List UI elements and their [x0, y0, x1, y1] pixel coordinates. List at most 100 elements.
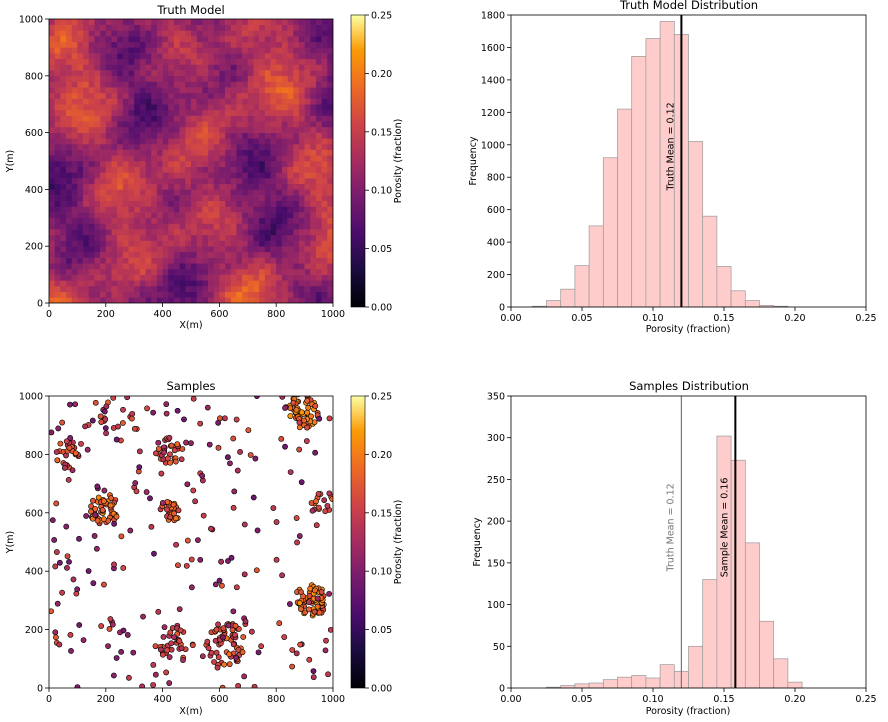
heatmap-cell [270, 223, 277, 230]
heatmap-cell [49, 98, 55, 105]
heatmap-cell [94, 178, 101, 185]
heatmap-cell [94, 121, 101, 128]
heatmap-cell [122, 98, 129, 105]
histogram-bar [574, 265, 590, 308]
heatmap-cell [321, 274, 328, 281]
heatmap-cell [219, 41, 226, 48]
heatmap-cell [236, 149, 243, 156]
sample-point [305, 599, 312, 606]
truth-model-title: Truth Model [156, 3, 224, 17]
heatmap-cell [196, 297, 203, 303]
heatmap-cell [179, 200, 186, 207]
heatmap-cell [77, 274, 84, 281]
heatmap-cell [202, 24, 209, 31]
histogram-bar [546, 300, 562, 308]
heatmap-cell [128, 189, 135, 196]
heatmap-cell [49, 234, 55, 241]
heatmap-cell [122, 64, 129, 71]
heatmap-cell [293, 200, 300, 207]
heatmap-cell [213, 166, 220, 173]
heatmap-cell [208, 274, 215, 281]
heatmap-cell [208, 263, 215, 270]
heatmap-cell [247, 121, 254, 128]
heatmap-cell [151, 115, 158, 122]
heatmap-cell [276, 121, 283, 128]
heatmap-cell [219, 212, 226, 219]
heatmap-cell [242, 36, 249, 43]
heatmap-cell [168, 81, 175, 88]
heatmap-cell [310, 297, 317, 303]
heatmap-cell [208, 166, 215, 173]
heatmap-cell [54, 251, 61, 258]
heatmap-cell [60, 280, 67, 287]
heatmap-cell [71, 36, 78, 43]
sample-point [102, 416, 109, 423]
heatmap-cell [196, 263, 203, 270]
heatmap-cell [83, 87, 90, 94]
sample-point [176, 606, 183, 613]
heatmap-cell [100, 234, 107, 241]
heatmap-cell [191, 24, 197, 31]
heatmap-cell [88, 36, 95, 43]
heatmap-cell [134, 149, 141, 156]
sample-point [241, 673, 248, 680]
heatmap-cell [83, 257, 90, 264]
heatmap-cell [88, 285, 95, 292]
x-tick-label: 600 [210, 694, 228, 705]
heatmap-cell [213, 274, 220, 281]
heatmap-cell [264, 268, 271, 275]
x-tick-label: 0.25 [855, 313, 876, 324]
heatmap-cell [66, 70, 73, 77]
heatmap-cell [66, 212, 73, 219]
heatmap-cell [94, 229, 101, 236]
heatmap-cell [185, 172, 192, 179]
heatmap-cell [145, 155, 152, 162]
heatmap-cell [213, 189, 220, 196]
heatmap-cell [247, 229, 254, 236]
sample-point [53, 449, 60, 455]
heatmap-cell [287, 47, 294, 54]
heatmap-cell [208, 81, 215, 88]
heatmap-cell [242, 268, 249, 275]
heatmap-cell [49, 285, 55, 292]
heatmap-cell [219, 161, 226, 167]
heatmap-cell [83, 143, 90, 150]
heatmap-cell [230, 70, 237, 77]
heatmap-cell [315, 87, 322, 94]
heatmap-cell [105, 41, 112, 48]
heatmap-cell [111, 217, 118, 224]
heatmap-cell [156, 297, 163, 303]
heatmap-cell [310, 268, 317, 275]
heatmap-cell [276, 223, 283, 230]
heatmap-cell [225, 246, 232, 253]
heatmap-cell [264, 149, 271, 156]
x-tick-label: 0.10 [642, 313, 663, 324]
heatmap-cell [88, 58, 95, 65]
heatmap-cell [253, 268, 260, 275]
heatmap-cell [213, 257, 220, 264]
heatmap-cell [202, 109, 209, 116]
sample-point [255, 649, 262, 656]
heatmap-cell [66, 138, 73, 145]
heatmap-cell [315, 75, 322, 82]
sample-point [230, 504, 237, 511]
heatmap-cell [321, 291, 328, 298]
heatmap-cell [230, 126, 237, 133]
sample-point [82, 423, 88, 430]
sample-point [89, 417, 96, 424]
sample-point [67, 401, 73, 408]
sample-point [233, 416, 240, 423]
sample-point [234, 467, 241, 474]
heatmap-cell [259, 166, 266, 173]
heatmap-cell [134, 263, 141, 270]
heatmap-cell [315, 172, 322, 179]
heatmap-cell [88, 200, 95, 207]
sample-point [126, 674, 132, 681]
sample-point [205, 645, 212, 651]
heatmap-cell [128, 19, 135, 25]
heatmap-cell [122, 229, 129, 236]
heatmap-cell [117, 47, 124, 54]
heatmap-cell [196, 291, 203, 298]
heatmap-cell [185, 104, 192, 111]
heatmap-cell [304, 75, 311, 82]
